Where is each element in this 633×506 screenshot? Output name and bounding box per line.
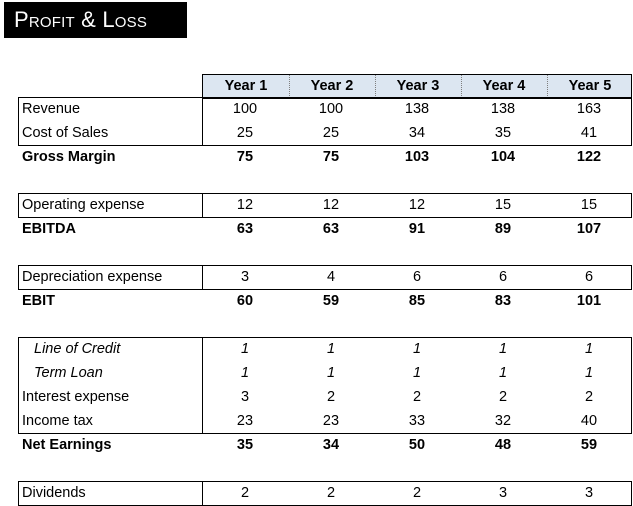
row-label: Line of Credit	[34, 341, 121, 357]
cell-value: 1	[326, 365, 336, 381]
cell-value: 163	[576, 101, 602, 117]
cell-value: 32	[494, 413, 512, 429]
cell-value: 25	[322, 125, 340, 141]
title-box: Profit & Loss	[4, 2, 187, 38]
cell-value: 100	[318, 101, 344, 117]
column-separator	[461, 75, 462, 98]
row-label: Depreciation expense	[22, 269, 163, 285]
group-box	[18, 193, 632, 218]
row-label: Dividends	[22, 485, 86, 501]
column-divider	[202, 337, 203, 433]
title: Profit & Loss	[14, 7, 148, 32]
cell-value: 2	[584, 389, 594, 405]
cell-value: 75	[236, 149, 254, 165]
column-label: Year 4	[482, 78, 526, 94]
cell-value: 48	[494, 437, 512, 453]
cell-value: 85	[408, 293, 426, 309]
row-label: Revenue	[22, 101, 81, 117]
column-header: Year 1 Year 2 Year 3 Year 4 Year 5	[202, 74, 632, 99]
cell-value: 1	[498, 341, 508, 357]
row-label: Income tax	[22, 413, 93, 429]
column-separator	[375, 75, 376, 98]
cell-value: 1	[412, 341, 422, 357]
cell-value: 34	[408, 125, 426, 141]
cell-value: 1	[584, 365, 594, 381]
cell-value: 3	[240, 389, 250, 405]
cell-value: 103	[404, 149, 430, 165]
cell-value: 60	[236, 293, 254, 309]
cell-value: 12	[236, 197, 254, 213]
cell-value: 23	[322, 413, 340, 429]
column-divider	[202, 97, 203, 145]
cell-value: 40	[580, 413, 598, 429]
cell-value: 138	[404, 101, 430, 117]
cell-value: 35	[494, 125, 512, 141]
cell-value: 101	[576, 293, 602, 309]
cell-value: 107	[576, 221, 602, 237]
group-box	[18, 97, 632, 146]
cell-value: 25	[236, 125, 254, 141]
cell-value: 104	[490, 149, 516, 165]
group-box	[18, 337, 632, 434]
column-separator	[289, 75, 290, 98]
cell-value: 6	[584, 269, 594, 285]
cell-value: 2	[412, 485, 422, 501]
cell-value: 75	[322, 149, 340, 165]
cell-value: 2	[412, 389, 422, 405]
cell-value: 1	[412, 365, 422, 381]
row-label: Cost of Sales	[22, 125, 109, 141]
cell-value: 34	[322, 437, 340, 453]
row-label: Net Earnings	[22, 437, 112, 453]
cell-value: 63	[236, 221, 254, 237]
cell-value: 6	[498, 269, 508, 285]
cell-value: 23	[236, 413, 254, 429]
cell-value: 3	[584, 485, 594, 501]
cell-value: 59	[580, 437, 598, 453]
cell-value: 15	[494, 197, 512, 213]
row-label: Operating expense	[22, 197, 145, 213]
cell-value: 50	[408, 437, 426, 453]
column-label: Year 2	[310, 78, 354, 94]
cell-value: 2	[240, 485, 250, 501]
cell-value: 1	[240, 341, 250, 357]
row-label: EBITDA	[22, 221, 76, 237]
cell-value: 59	[322, 293, 340, 309]
cell-value: 1	[584, 341, 594, 357]
cell-value: 2	[498, 389, 508, 405]
column-divider	[202, 193, 203, 217]
row-label: Interest expense	[22, 389, 130, 405]
row-label: EBIT	[22, 293, 56, 309]
group-box	[18, 265, 632, 290]
column-label: Year 5	[568, 78, 612, 94]
cell-value: 35	[236, 437, 254, 453]
cell-value: 2	[326, 485, 336, 501]
cell-value: 41	[580, 125, 598, 141]
cell-value: 4	[326, 269, 336, 285]
column-separator	[547, 75, 548, 98]
cell-value: 138	[490, 101, 516, 117]
cell-value: 100	[232, 101, 258, 117]
page: {"header": {"title": "Profit & Loss"}, "…	[4, 2, 632, 506]
cell-value: 2	[326, 389, 336, 405]
row-label: Gross Margin	[22, 149, 116, 165]
cell-value: 33	[408, 413, 426, 429]
cell-value: 122	[576, 149, 602, 165]
cell-value: 3	[240, 269, 250, 285]
cell-value: 63	[322, 221, 340, 237]
row-label: Term Loan	[34, 365, 103, 381]
cell-value: 12	[322, 197, 340, 213]
cell-value: 91	[408, 221, 426, 237]
cell-value: 89	[494, 221, 512, 237]
column-label: Year 1	[224, 78, 268, 94]
column-label: Year 3	[396, 78, 440, 94]
cell-value: 83	[494, 293, 512, 309]
cell-value: 1	[326, 341, 336, 357]
cell-value: 1	[498, 365, 508, 381]
cell-value: 3	[498, 485, 508, 501]
cell-value: 1	[240, 365, 250, 381]
cell-value: 15	[580, 197, 598, 213]
column-divider	[202, 265, 203, 289]
cell-value: 6	[412, 269, 422, 285]
cell-value: 12	[408, 197, 426, 213]
